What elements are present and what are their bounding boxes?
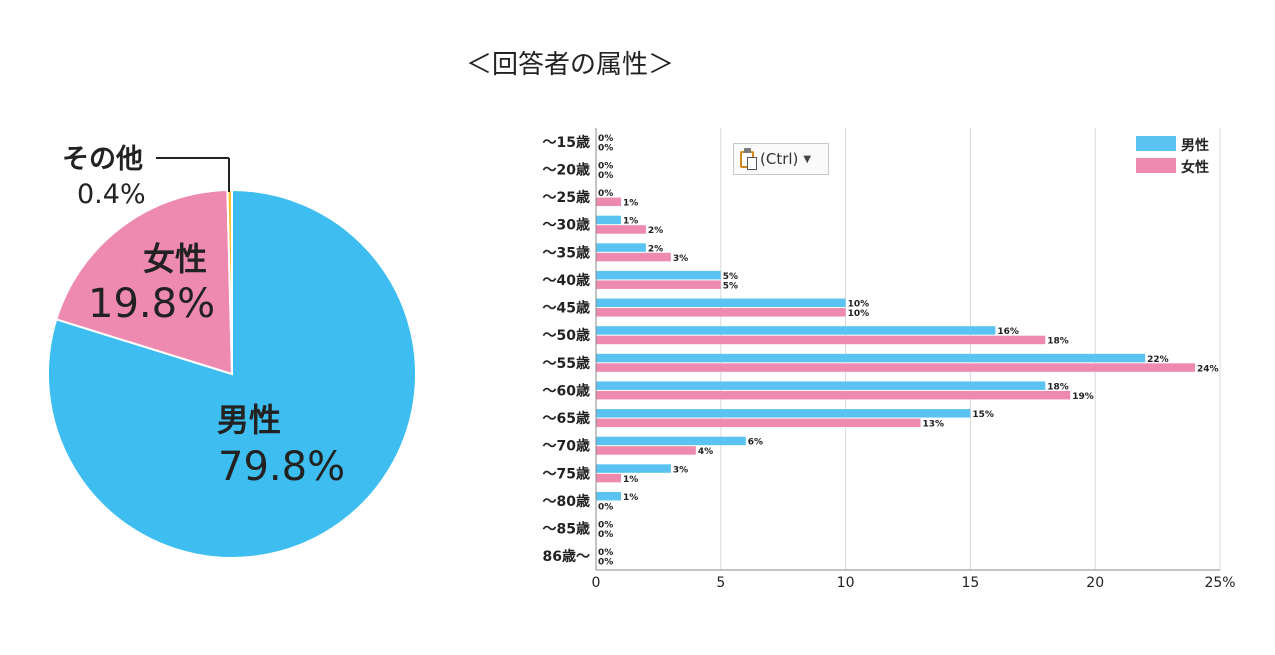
y-tick-label-2: ～25歳 — [543, 189, 590, 206]
data-label-female-13: 0% — [598, 502, 613, 512]
data-label-male-14: 0% — [598, 521, 613, 531]
x-tick-label-0: 0 — [592, 575, 601, 591]
legend: 男性 女性 — [1136, 136, 1209, 176]
y-tick-label-15: 86歳～ — [543, 548, 590, 565]
y-tick-label-0: ～15歳 — [543, 134, 590, 151]
y-tick-label-1: ～20歳 — [543, 161, 590, 178]
y-tick-label-5: ～40歳 — [543, 272, 590, 289]
data-label-male-8: 22% — [1147, 355, 1169, 365]
bar-male-10 — [596, 409, 971, 418]
x-tick-label-3: 15 — [961, 575, 979, 591]
data-label-male-15: 0% — [598, 548, 613, 558]
pie-label-other-name: その他 — [62, 144, 143, 175]
data-label-male-5: 5% — [723, 272, 738, 282]
bar-male-7 — [596, 326, 996, 335]
data-label-female-6: 10% — [848, 309, 870, 319]
bar-female-11 — [596, 446, 696, 455]
data-label-female-11: 4% — [698, 447, 713, 457]
y-tick-label-14: ～85歳 — [543, 521, 590, 538]
data-label-female-9: 19% — [1072, 392, 1094, 402]
legend-swatch-male — [1136, 136, 1176, 151]
data-label-female-15: 0% — [598, 558, 613, 568]
data-label-female-12: 1% — [623, 475, 638, 485]
x-tick-label-5: 25% — [1204, 575, 1235, 591]
age-bar-chart: 0%0%0%0%0%1%1%2%2%3%5%5%10%10%16%18%22%2… — [543, 128, 1236, 591]
bar-male-3 — [596, 215, 621, 225]
pie-chart: その他 0.4% 女性 19.8% 男性 79.8% — [46, 144, 417, 559]
bar-male-11 — [596, 436, 746, 446]
data-label-female-3: 2% — [648, 226, 663, 236]
data-label-female-2: 1% — [623, 199, 638, 209]
y-tick-label-12: ～75歳 — [543, 465, 590, 482]
bar-female-9 — [596, 390, 1071, 400]
bar-male-12 — [596, 464, 671, 473]
pie-label-male-value: 79.8% — [218, 444, 345, 490]
caret-down-icon: ▼ — [803, 153, 812, 165]
data-label-male-11: 6% — [748, 438, 763, 448]
bar-female-6 — [596, 308, 846, 317]
data-label-female-14: 0% — [598, 530, 613, 540]
bar-female-5 — [596, 280, 721, 289]
pie-label-female-value: 19.8% — [88, 281, 215, 327]
bar-female-12 — [596, 473, 621, 483]
data-label-male-10: 15% — [972, 410, 994, 420]
bar-male-13 — [596, 491, 621, 501]
data-label-male-4: 2% — [648, 244, 663, 254]
pie-label-other-value: 0.4% — [77, 179, 146, 210]
legend-label-male: 男性 — [1181, 137, 1209, 154]
bar-male-5 — [596, 270, 721, 280]
legend-swatch-female — [1136, 158, 1176, 173]
y-tick-label-13: ～80歳 — [543, 493, 590, 510]
bar-male-4 — [596, 243, 646, 252]
y-tick-label-9: ～60歳 — [543, 382, 590, 399]
pie-label-female-name: 女性 — [143, 240, 207, 278]
bar-female-2 — [596, 197, 621, 207]
y-tick-label-6: ～45歳 — [543, 300, 590, 317]
y-tick-label-7: ～50歳 — [543, 327, 590, 344]
data-label-male-6: 10% — [848, 300, 870, 310]
pie-label-male-name: 男性 — [217, 401, 281, 439]
pie-slice-0 — [46, 188, 417, 559]
data-label-female-10: 13% — [922, 420, 944, 430]
data-label-male-3: 1% — [623, 217, 638, 227]
bar-female-7 — [596, 335, 1046, 345]
data-label-female-1: 0% — [598, 171, 613, 181]
data-label-female-0: 0% — [598, 143, 613, 153]
data-label-male-12: 3% — [673, 465, 688, 475]
data-label-female-8: 24% — [1197, 364, 1219, 374]
bar-female-3 — [596, 225, 646, 234]
x-tick-label-2: 10 — [837, 575, 855, 591]
clipboard-paste-icon — [739, 148, 757, 170]
data-label-male-1: 0% — [598, 161, 613, 171]
data-label-male-7: 16% — [997, 327, 1019, 337]
paste-options-button[interactable]: (Ctrl) ▼ — [733, 143, 829, 175]
y-tick-label-11: ～70歳 — [543, 438, 590, 455]
data-label-male-2: 0% — [598, 189, 613, 199]
data-label-female-7: 18% — [1047, 337, 1069, 347]
y-tick-label-4: ～35歳 — [543, 244, 590, 261]
y-tick-label-8: ～55歳 — [543, 355, 590, 372]
y-tick-label-3: ～30歳 — [543, 217, 590, 234]
page-title: ＜回答者の属性＞ — [465, 50, 674, 80]
data-label-female-5: 5% — [723, 281, 738, 291]
bar-male-9 — [596, 381, 1046, 390]
bar-female-4 — [596, 252, 671, 262]
data-label-female-4: 3% — [673, 254, 688, 264]
pie-slice-1 — [55, 189, 234, 376]
bar-female-10 — [596, 418, 921, 428]
data-label-male-13: 1% — [623, 493, 638, 503]
bar-male-6 — [596, 298, 846, 308]
x-tick-label-4: 20 — [1086, 575, 1104, 591]
data-label-male-0: 0% — [598, 134, 613, 144]
paste-options-label: (Ctrl) — [760, 150, 799, 168]
bar-male-8 — [596, 353, 1146, 363]
bar-female-8 — [596, 363, 1196, 372]
x-tick-label-1: 5 — [716, 575, 725, 591]
legend-label-female: 女性 — [1181, 159, 1209, 176]
data-label-male-9: 18% — [1047, 382, 1069, 392]
y-tick-label-10: ～65歳 — [543, 410, 590, 427]
